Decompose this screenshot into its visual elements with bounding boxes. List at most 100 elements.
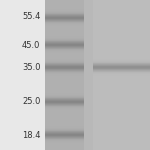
Bar xyxy=(45,71,84,72)
Bar xyxy=(45,50,84,51)
Bar xyxy=(93,70,150,71)
Bar xyxy=(45,108,84,109)
Bar xyxy=(93,75,150,76)
Bar xyxy=(45,74,84,75)
Text: 35.0: 35.0 xyxy=(22,63,40,72)
Bar xyxy=(45,40,84,41)
Bar xyxy=(45,59,84,60)
Bar xyxy=(45,141,84,142)
Bar xyxy=(45,99,84,100)
Bar xyxy=(45,65,84,66)
Bar xyxy=(45,95,84,96)
Bar xyxy=(45,44,84,45)
Bar xyxy=(45,52,84,53)
Bar xyxy=(45,69,84,70)
Bar xyxy=(45,140,84,141)
Bar xyxy=(45,12,84,13)
Bar xyxy=(93,65,150,66)
Bar xyxy=(45,9,84,10)
Bar xyxy=(45,38,84,39)
Bar xyxy=(45,138,84,139)
Bar xyxy=(45,61,84,62)
Text: 25.0: 25.0 xyxy=(22,98,40,106)
Bar xyxy=(45,63,84,64)
Bar xyxy=(93,72,150,73)
Bar xyxy=(45,131,84,132)
Bar xyxy=(45,17,84,18)
Bar xyxy=(45,21,84,22)
Bar xyxy=(45,14,84,15)
Bar xyxy=(45,133,84,134)
Bar xyxy=(45,106,84,107)
Bar xyxy=(45,104,84,105)
Bar xyxy=(45,139,84,140)
Bar xyxy=(45,102,84,103)
Bar xyxy=(45,127,84,128)
Bar xyxy=(93,67,150,68)
Bar xyxy=(93,73,150,74)
Bar xyxy=(45,93,84,94)
Bar xyxy=(45,107,84,108)
Bar xyxy=(45,98,84,99)
Bar xyxy=(45,41,84,42)
Bar xyxy=(45,96,84,97)
Bar xyxy=(45,19,84,20)
Bar xyxy=(45,24,84,25)
Bar xyxy=(45,42,84,43)
Bar xyxy=(45,128,84,129)
Bar xyxy=(45,16,84,17)
Bar xyxy=(45,72,84,73)
Bar xyxy=(45,25,84,26)
Bar xyxy=(93,74,150,75)
Bar xyxy=(45,130,84,131)
Bar xyxy=(93,64,150,65)
Bar xyxy=(45,67,84,68)
Bar xyxy=(45,47,84,48)
Bar xyxy=(45,43,84,44)
Bar xyxy=(45,49,84,50)
Bar xyxy=(93,68,150,69)
Bar xyxy=(45,11,84,12)
Bar xyxy=(45,66,84,67)
Bar xyxy=(45,75,84,76)
Bar xyxy=(45,100,84,101)
Bar xyxy=(45,137,84,138)
Bar xyxy=(45,22,84,23)
Bar xyxy=(93,63,150,64)
Bar xyxy=(93,69,150,70)
Bar xyxy=(45,18,84,19)
Bar xyxy=(45,51,84,52)
Bar xyxy=(45,134,84,135)
Bar xyxy=(45,20,84,21)
Bar xyxy=(93,61,150,62)
Bar xyxy=(45,109,84,110)
Text: 18.4: 18.4 xyxy=(22,130,40,140)
Bar xyxy=(93,59,150,60)
Bar xyxy=(45,135,84,136)
Bar xyxy=(45,103,84,104)
Bar xyxy=(93,71,150,72)
Text: 55.4: 55.4 xyxy=(22,12,40,21)
Bar xyxy=(93,62,150,63)
Bar xyxy=(45,73,84,74)
Bar xyxy=(45,48,84,49)
Bar xyxy=(45,103,84,104)
Bar xyxy=(45,36,84,37)
Bar xyxy=(45,68,84,69)
Bar xyxy=(45,97,84,98)
Bar xyxy=(45,94,84,95)
Bar xyxy=(45,46,84,47)
Bar xyxy=(45,62,84,63)
Bar xyxy=(45,70,84,71)
Bar xyxy=(45,45,84,46)
Bar xyxy=(45,0,150,150)
Bar xyxy=(45,0,84,150)
Bar xyxy=(45,129,84,130)
Bar xyxy=(45,15,84,16)
Bar xyxy=(45,39,84,40)
Bar xyxy=(45,100,84,101)
Text: 45.0: 45.0 xyxy=(22,40,40,50)
Bar xyxy=(45,136,84,137)
Bar xyxy=(45,126,84,127)
Bar xyxy=(45,10,84,11)
